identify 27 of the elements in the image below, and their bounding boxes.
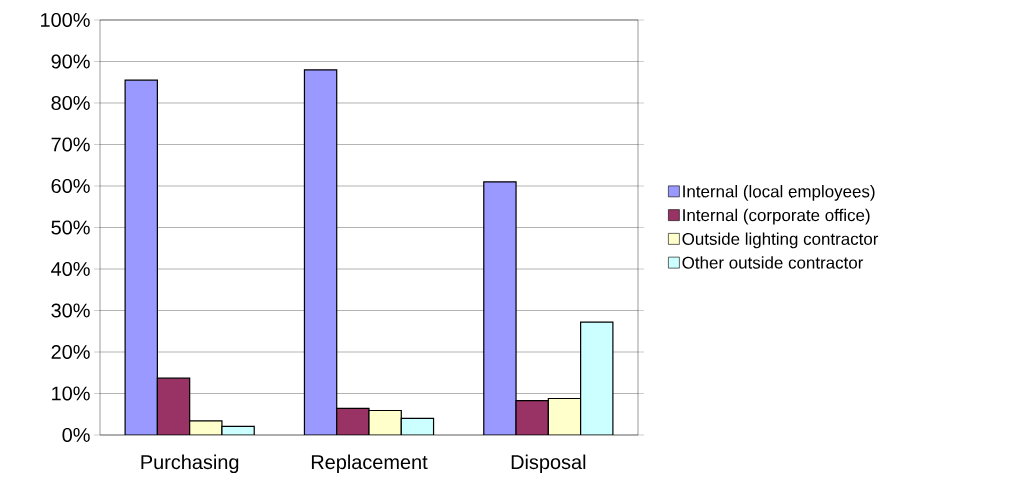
y-tick-label: 90% [51, 54, 90, 69]
x-tick-label: Replacement [311, 454, 428, 474]
y-tick-label: 70% [51, 137, 90, 152]
bar [336, 407, 370, 435]
y-tick-label: 60% [51, 178, 90, 194]
y-tick-label: 30% [51, 303, 90, 318]
legend-label: Internal (local employees) [683, 184, 875, 201]
y-tick-label: 20% [51, 344, 90, 360]
legend-label: Outside lighting contractor [682, 232, 879, 249]
y-tick-label: 10% [52, 386, 90, 401]
y-tick-label: 80% [51, 95, 90, 111]
x-tick-label: Disposal [511, 454, 586, 474]
legend-label: Internal (corporate office) [683, 208, 870, 225]
y-tick-label: 40% [51, 261, 90, 277]
bar [515, 399, 549, 435]
bar [547, 397, 582, 435]
y-tick-label: 100% [41, 12, 90, 28]
legend-label: Other outside contractor [682, 256, 864, 269]
bar [156, 377, 191, 435]
x-tick-label: Purchasing [141, 454, 239, 474]
bar [124, 79, 158, 435]
bar [483, 181, 517, 435]
y-tick-label: 0% [62, 427, 90, 443]
bar [303, 69, 338, 435]
bar [580, 321, 614, 435]
bar [368, 409, 402, 435]
y-tick-label: 50% [51, 220, 90, 235]
